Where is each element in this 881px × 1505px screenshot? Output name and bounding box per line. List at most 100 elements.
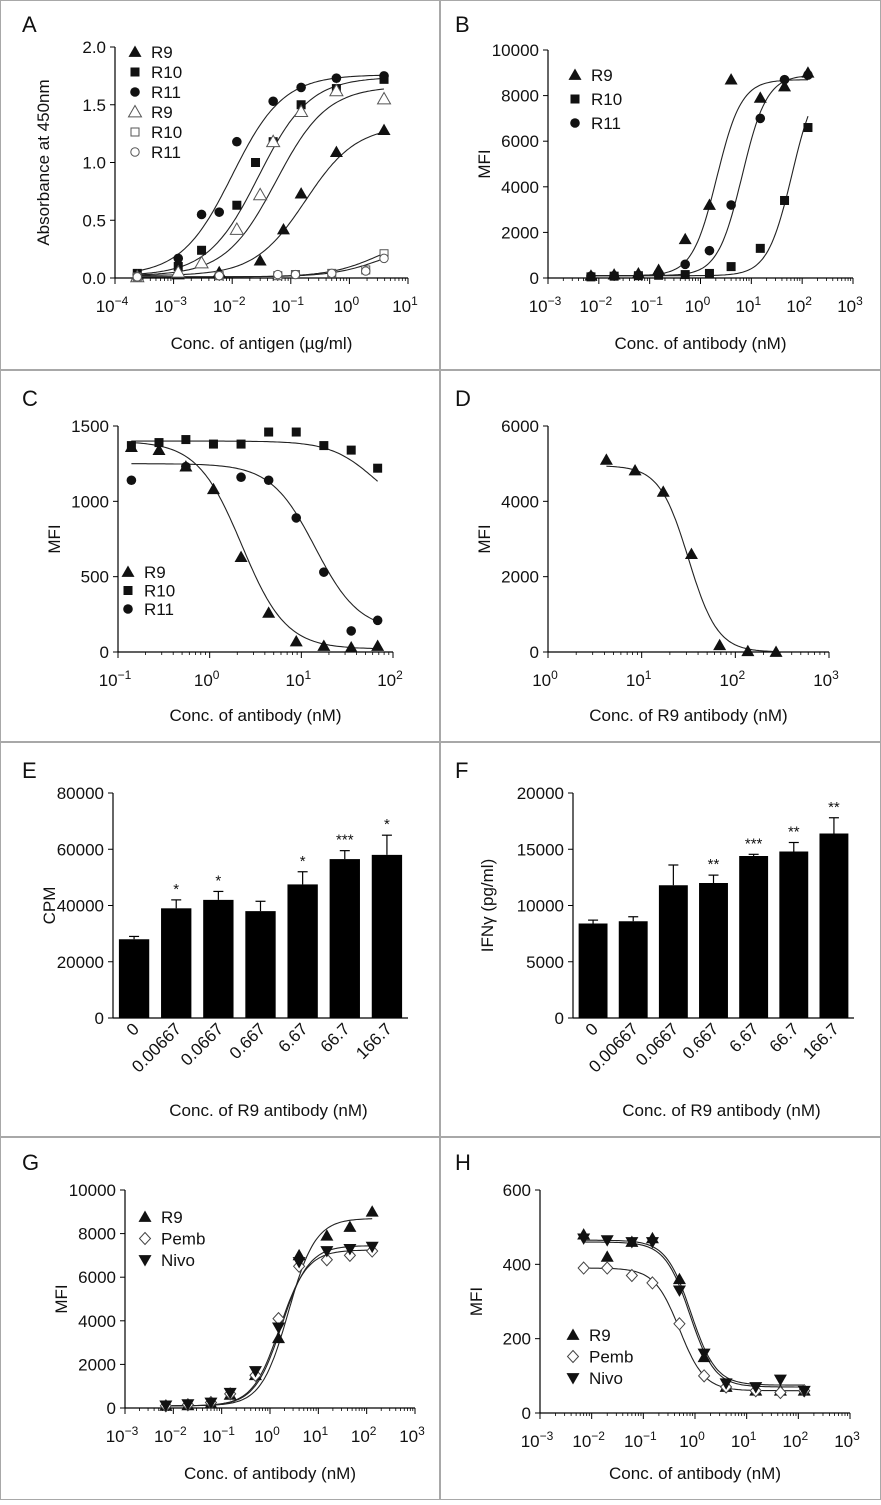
data-point-R9 — [599, 453, 613, 465]
bar — [371, 854, 403, 1018]
bar — [245, 911, 276, 1018]
data-point-R9 — [377, 123, 391, 136]
y-tick-label: 1000 — [71, 492, 109, 511]
y-tick-label: 400 — [503, 1255, 531, 1274]
data-point-Nivo — [697, 1348, 711, 1361]
x-axis-label: Conc. of R9 antibody (nM) — [622, 1101, 820, 1120]
y-tick-label: 5000 — [526, 953, 564, 972]
data-point-R11 — [633, 270, 644, 281]
fit-curve-R9 — [583, 1241, 805, 1388]
data-point-R9 — [769, 645, 783, 657]
data-point-R11 — [755, 113, 766, 124]
legend-marker-R9 — [121, 565, 135, 577]
data-point-R9 — [252, 187, 268, 201]
data-point-R10 — [319, 441, 329, 451]
data-point-R10 — [181, 435, 191, 445]
legend-label: R11 — [151, 143, 181, 162]
data-point-Nivo — [365, 1241, 379, 1254]
y-tick-label: 2.0 — [82, 38, 106, 57]
x-tick-label: 101 — [286, 668, 312, 690]
legend-label: R11 — [151, 83, 181, 102]
data-point-Nivo — [248, 1366, 262, 1378]
y-tick-label: 40000 — [57, 897, 104, 916]
data-point-R9 — [778, 79, 792, 92]
x-tick-label: 102 — [377, 668, 403, 690]
data-point-R9 — [628, 463, 642, 476]
bar — [329, 859, 360, 1018]
legend-marker-Nivo — [566, 1373, 580, 1385]
data-point-R9 — [194, 255, 209, 269]
data-point-R11 — [779, 74, 790, 85]
panel-G: G 0 2000 4000 6000 8000 10000 MFI Conc. of antib… — [0, 1137, 440, 1500]
data-point-R11 — [379, 253, 389, 264]
data-point-R9 — [289, 634, 303, 647]
fit-curve-R10 — [131, 440, 378, 482]
significance-label: ** — [788, 824, 800, 841]
x-tick-label: 10−2 — [213, 294, 246, 316]
data-point-R10 — [704, 268, 714, 278]
data-point-Nivo — [719, 1378, 733, 1390]
panel-C: C 0 500 1000 1500 MFI Conc. of antibody (nM) 10… — [0, 370, 440, 742]
legend-marker-R10 — [123, 586, 133, 595]
y-axis-label: Absorbance at 450nm — [34, 79, 53, 245]
legend-marker-R11 — [130, 87, 140, 97]
data-point-Nivo — [223, 1387, 237, 1400]
data-point-R9 — [276, 222, 290, 235]
y-axis-label: CPM — [40, 887, 59, 925]
data-point-R10 — [780, 195, 790, 205]
y-tick-label: 2000 — [501, 223, 539, 242]
fit-curve-Pemb — [583, 1267, 805, 1392]
data-point-R9 — [329, 83, 344, 97]
x-axis-label: Conc. of antibody (nM) — [609, 1464, 781, 1483]
data-point-R10 — [251, 158, 261, 167]
legend-marker-R10 — [570, 94, 580, 104]
data-point-R10 — [208, 439, 218, 449]
x-axis-label: Conc. of antibody (nM) — [170, 706, 342, 725]
data-point-R9 — [365, 1205, 379, 1217]
data-point-R9 — [753, 91, 767, 103]
data-point-R11 — [680, 259, 690, 270]
data-point-Pemb — [601, 1261, 614, 1275]
y-tick-label: 0 — [522, 1404, 531, 1423]
data-point-Nivo — [159, 1400, 173, 1412]
y-tick-label: 0 — [555, 1009, 564, 1028]
y-tick-label: 4000 — [78, 1312, 116, 1331]
data-point-Nivo — [577, 1233, 591, 1245]
panel-frame — [0, 370, 440, 742]
data-point-R9 — [329, 145, 343, 157]
data-point-R10 — [803, 123, 813, 133]
data-point-R11 — [726, 200, 736, 210]
data-point-Nivo — [600, 1235, 614, 1247]
y-axis-label: MFI — [467, 1287, 486, 1316]
x-tick-label: 101 — [392, 294, 418, 316]
x-tick-label: 103 — [837, 294, 863, 316]
x-tick-label: 101 — [303, 1424, 329, 1446]
data-point-R9 — [265, 134, 281, 148]
legend-label: R9 — [591, 66, 613, 85]
legend-label: R9 — [144, 563, 166, 582]
y-tick-label: 0 — [107, 1399, 116, 1418]
y-tick-label: 1.0 — [82, 154, 106, 173]
panel-B: B 0 2000 4000 6000 8000 10000 MFI Conc. of antib… — [440, 0, 881, 370]
x-tick-label: 103 — [834, 1429, 860, 1451]
y-tick-label: 6000 — [78, 1268, 116, 1287]
significance-label: ** — [828, 799, 840, 816]
data-point-R9 — [229, 221, 245, 235]
x-tick-label: 102 — [351, 1424, 377, 1446]
data-point-Pemb — [774, 1385, 787, 1400]
legend-label: Nivo — [589, 1369, 623, 1388]
data-point-R9 — [234, 550, 248, 562]
legend-label: R10 — [591, 90, 622, 109]
data-point-R10 — [680, 270, 690, 280]
bar — [699, 883, 728, 1018]
data-point-Nivo — [797, 1385, 811, 1398]
data-point-R9 — [152, 443, 166, 455]
significance-label: *** — [336, 832, 354, 849]
fit-curve-R11 — [131, 463, 378, 623]
x-axis-label: Conc. of R9 antibody (nM) — [589, 706, 787, 725]
y-tick-label: 10000 — [517, 897, 564, 916]
data-point-R11 — [132, 272, 142, 282]
y-tick-label: 60000 — [57, 840, 104, 859]
y-tick-label: 8000 — [501, 87, 539, 106]
data-point-Pemb — [320, 1253, 334, 1267]
